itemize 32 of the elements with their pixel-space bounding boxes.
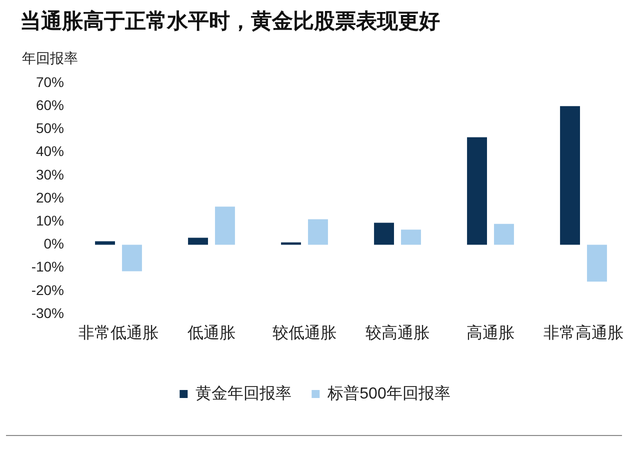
bar [95,241,115,245]
y-tick-label: 30% [36,166,64,182]
bar [188,238,208,245]
legend-label: 标普500年回报率 [326,384,450,402]
y-axis-title: 年回报率 [22,50,78,66]
y-tick-label: 70% [36,74,64,90]
x-tick-label: 低通胀 [188,324,236,342]
y-tick-label: 0% [44,236,64,252]
bar [374,222,394,245]
bar [122,244,142,272]
bar [587,244,607,282]
y-tick-label: 50% [36,120,64,136]
y-tick-label: -20% [31,282,64,298]
chart-title: 当通胀高于正常水平时，黄金比股票表现更好 [20,9,440,35]
x-tick-label: 非常低通胀 [78,324,158,342]
y-tick-label: 60% [36,96,64,113]
y-tick-label: 20% [36,189,64,206]
y-tick-label: 40% [36,143,64,160]
y-tick-label: 10% [36,212,64,228]
x-tick-label: 较高通胀 [366,324,430,342]
legend-label: 黄金年回报率 [196,384,292,402]
x-tick-label: 高通胀 [466,324,514,342]
y-tick-label: -10% [31,258,64,275]
x-tick-label: 非常高通胀 [544,324,624,342]
bar [215,206,235,245]
bar [401,230,421,245]
bar [467,137,487,245]
y-tick-label: -30% [31,304,64,321]
bar [560,106,580,245]
x-tick-label: 较低通胀 [272,324,336,342]
bar [308,219,328,245]
bar [494,224,514,245]
